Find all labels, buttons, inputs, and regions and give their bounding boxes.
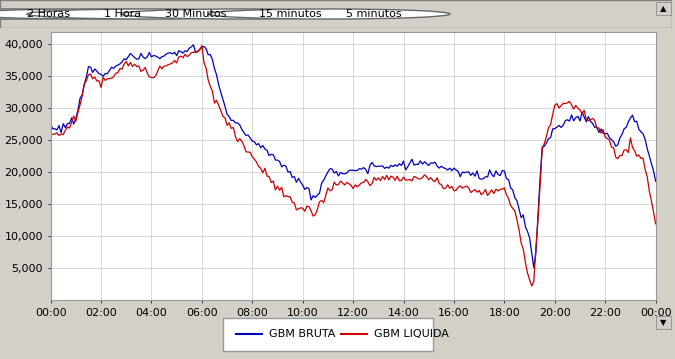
GBM BRUTA	[74, 108, 82, 112]
FancyBboxPatch shape	[656, 2, 671, 15]
GBM BRUTA	[190, 43, 198, 47]
GBM BRUTA	[53, 128, 61, 132]
Text: 2 Horas: 2 Horas	[27, 9, 70, 19]
Circle shape	[208, 9, 450, 19]
Circle shape	[0, 11, 70, 17]
GBM BRUTA	[530, 266, 538, 270]
Circle shape	[0, 9, 208, 19]
GBM BRUTA	[526, 236, 534, 240]
FancyBboxPatch shape	[0, 0, 672, 28]
GBM LIQUIDA	[528, 284, 536, 288]
GBM LIQUIDA	[47, 132, 55, 136]
Circle shape	[27, 9, 269, 19]
Text: ▲: ▲	[660, 4, 667, 13]
GBM BRUTA	[250, 140, 259, 144]
GBM LIQUIDA	[137, 69, 145, 74]
FancyBboxPatch shape	[223, 318, 433, 351]
GBM LIQUIDA	[526, 278, 534, 282]
GBM LIQUIDA	[198, 43, 206, 48]
GBM LIQUIDA	[651, 222, 659, 226]
Line: GBM BRUTA: GBM BRUTA	[51, 45, 655, 268]
Text: ▼: ▼	[660, 318, 667, 327]
Circle shape	[121, 9, 362, 19]
Line: GBM LIQUIDA: GBM LIQUIDA	[51, 46, 655, 286]
GBM BRUTA	[137, 51, 145, 56]
Text: 15 minutos: 15 minutos	[259, 9, 321, 19]
GBM LIQUIDA	[250, 157, 259, 162]
GBM LIQUIDA	[74, 110, 82, 115]
X-axis label: Período: Período	[330, 323, 377, 336]
GBM LIQUIDA	[343, 180, 351, 185]
Title: Energia reativa fornecida: Energia reativa fornecida	[225, 9, 482, 27]
Text: 30 Minutos: 30 Minutos	[165, 9, 226, 19]
Circle shape	[0, 9, 131, 19]
Text: 5 minutos: 5 minutos	[346, 9, 402, 19]
Text: 1 Hora: 1 Hora	[104, 9, 141, 19]
FancyBboxPatch shape	[656, 316, 671, 329]
Text: GBM BRUTA: GBM BRUTA	[269, 330, 335, 340]
GBM BRUTA	[651, 179, 659, 183]
GBM BRUTA	[47, 122, 55, 126]
GBM LIQUIDA	[53, 131, 61, 135]
GBM BRUTA	[343, 171, 351, 175]
Text: GBM LIQUIDA: GBM LIQUIDA	[374, 330, 449, 340]
